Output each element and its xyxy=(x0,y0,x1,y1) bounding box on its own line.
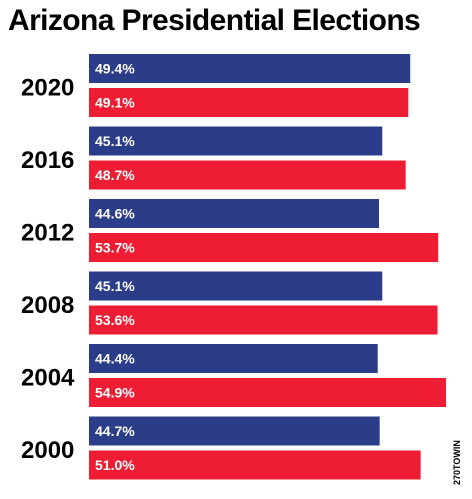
bar xyxy=(89,344,378,373)
bar xyxy=(89,378,446,407)
category-label: 2000 xyxy=(21,437,74,464)
bar xyxy=(89,126,383,156)
bar-value-label: 45.1% xyxy=(95,133,135,149)
watermark: 270TOWIN xyxy=(452,440,462,485)
bar-value-label: 49.1% xyxy=(95,95,135,111)
bar xyxy=(89,271,383,301)
category-label: 2020 xyxy=(21,75,74,102)
category-label: 2012 xyxy=(21,220,74,247)
bar-value-label: 48.7% xyxy=(95,167,135,183)
bar-value-label: 45.1% xyxy=(95,278,135,294)
bar xyxy=(89,88,409,117)
category-label: 2004 xyxy=(21,365,75,392)
bar xyxy=(89,160,406,190)
bar-value-label: 51.0% xyxy=(95,457,135,473)
bar xyxy=(89,199,380,228)
bar-value-label: 53.6% xyxy=(95,312,135,328)
bar xyxy=(89,450,421,480)
bar-value-label: 44.6% xyxy=(95,206,135,222)
category-label: 2016 xyxy=(21,147,74,174)
bar-value-label: 49.4% xyxy=(95,61,135,77)
category-label: 2008 xyxy=(21,292,74,319)
bar xyxy=(89,416,380,446)
bar xyxy=(89,54,411,83)
bar xyxy=(89,233,439,262)
chart-title: Arizona Presidential Elections xyxy=(8,4,421,37)
bar xyxy=(89,305,438,335)
bar-value-label: 54.9% xyxy=(95,385,135,401)
bar-value-label: 44.4% xyxy=(95,351,135,367)
bar-value-label: 53.7% xyxy=(95,240,135,256)
bar-value-label: 44.7% xyxy=(95,423,135,439)
